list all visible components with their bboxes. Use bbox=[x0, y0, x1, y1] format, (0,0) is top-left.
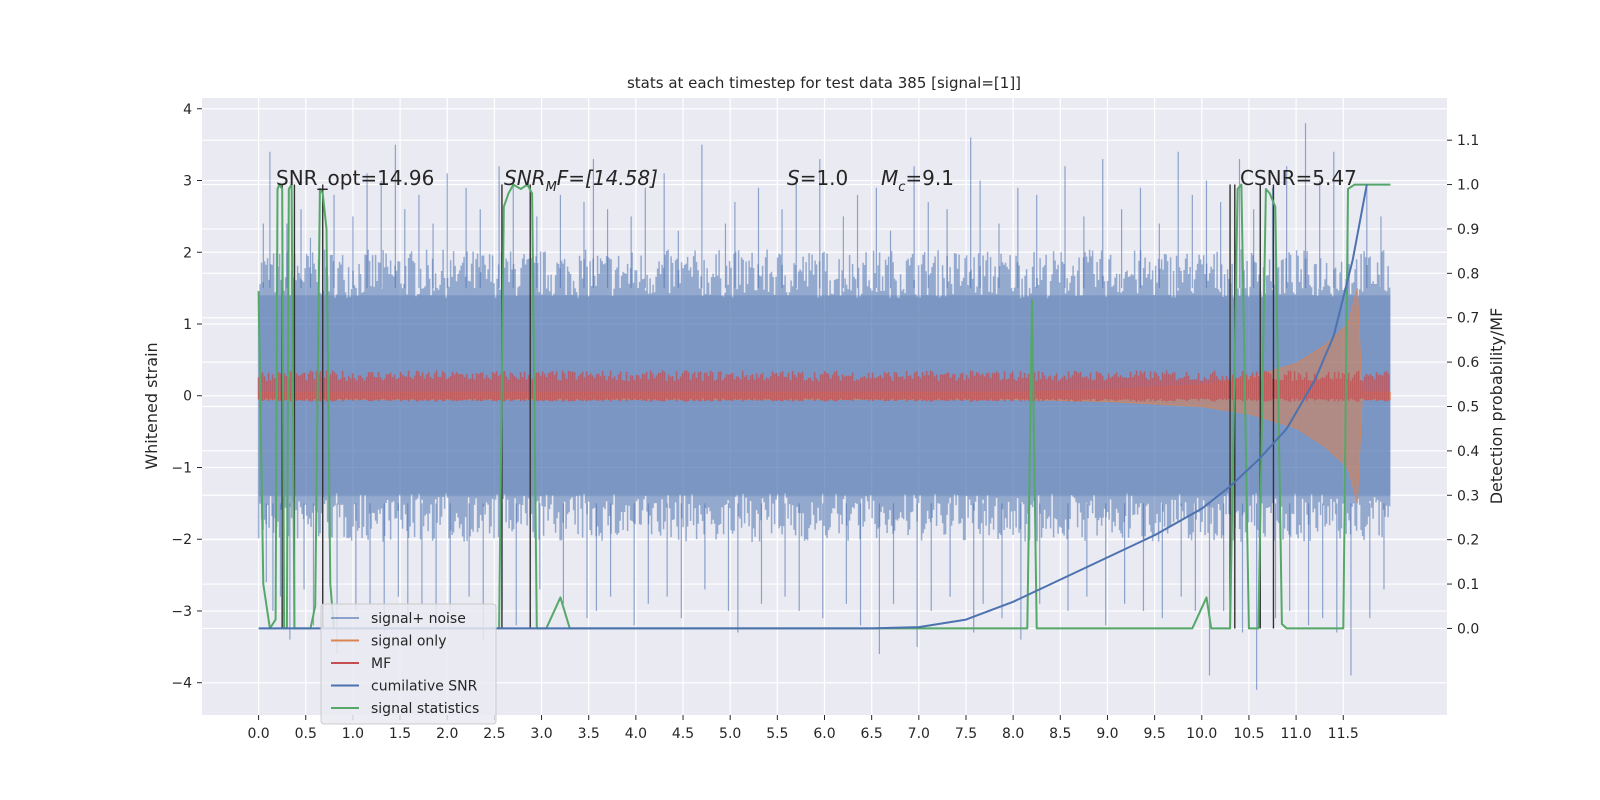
annotation-s-val: =1.0 bbox=[800, 166, 849, 190]
x-tick-label: 0.0 bbox=[247, 726, 269, 742]
x-tick-label: 0.5 bbox=[295, 726, 317, 742]
y-tick-label: −2 bbox=[171, 532, 192, 548]
x-tick-label: 8.0 bbox=[1002, 726, 1024, 742]
annotation-snr-opt: SNR_opt=14.96 bbox=[276, 166, 434, 190]
x-tick-label: 10.5 bbox=[1233, 726, 1264, 742]
y2-tick-label: 0.4 bbox=[1457, 444, 1479, 460]
cumulative-snr-line bbox=[258, 184, 1368, 630]
x-tick-label: 9.5 bbox=[1143, 726, 1165, 742]
y2-tick-label: 0.5 bbox=[1457, 400, 1479, 416]
annotation-csnr: CSNR=5.47 bbox=[1240, 166, 1357, 190]
y2-tick-label: 0.8 bbox=[1457, 266, 1479, 282]
y2-tick-label: 1.0 bbox=[1457, 178, 1479, 194]
y-tick-label: −1 bbox=[171, 460, 192, 476]
annotation-s-name: S bbox=[787, 166, 800, 190]
x-tick-label: 3.0 bbox=[530, 726, 552, 742]
annotation-snr-mf: SNRMF=[14.58] bbox=[504, 166, 658, 195]
legend-box bbox=[320, 603, 497, 725]
legend-label: MF bbox=[371, 656, 391, 672]
x-tick-label: 11.5 bbox=[1328, 726, 1359, 742]
y2-tick-label: 1.1 bbox=[1457, 133, 1479, 149]
x-tick-label: 6.5 bbox=[861, 726, 883, 742]
x-tick-label: 8.5 bbox=[1049, 726, 1071, 742]
y-axis-label: Whitened strain bbox=[142, 342, 161, 469]
annotation-snr-mf-sub: M bbox=[546, 180, 557, 195]
annotation-snr-mf-name: SNR bbox=[504, 166, 546, 190]
y-tick-label: −4 bbox=[171, 676, 192, 692]
y-tick-label: 4 bbox=[183, 102, 192, 118]
y2-tick-label: 0.1 bbox=[1457, 577, 1479, 593]
legend-entries: signal+ noise signal only MF cumilative SNR… bbox=[331, 611, 479, 717]
y-tick-label: 0 bbox=[183, 389, 192, 405]
x-tick-label: 1.5 bbox=[389, 726, 411, 742]
annotation-mc: Mc=9.1 bbox=[881, 166, 954, 195]
y-axis-ticks: 4 3 2 1 0 −1 −2 −3 −4 bbox=[171, 102, 202, 692]
x-tick-label: 2.0 bbox=[436, 726, 458, 742]
annotation-mc-val: =9.1 bbox=[905, 166, 954, 190]
plot-content bbox=[257, 123, 1391, 690]
y2-tick-label: 0.6 bbox=[1457, 355, 1479, 371]
x-tick-label: 2.5 bbox=[483, 726, 505, 742]
mf-band bbox=[257, 370, 1390, 402]
y-tick-label: 2 bbox=[183, 245, 192, 261]
x-tick-label: 9.0 bbox=[1096, 726, 1118, 742]
annotation-s: S=1.0 bbox=[787, 166, 848, 190]
y-tick-label: −3 bbox=[171, 604, 192, 620]
annotation-snr-mf-val: F=[14.58] bbox=[557, 166, 658, 190]
y2-tick-label: 0.2 bbox=[1457, 533, 1479, 549]
legend-label: signal only bbox=[371, 634, 446, 650]
y2-axis-label: Detection probability/MF bbox=[1487, 308, 1506, 505]
x-tick-label: 5.0 bbox=[719, 726, 741, 742]
y-tick-label: 3 bbox=[183, 174, 192, 190]
y2-tick-label: 0.7 bbox=[1457, 311, 1479, 327]
x-tick-label: 11.0 bbox=[1281, 726, 1312, 742]
y2-tick-label: 0.0 bbox=[1457, 621, 1479, 637]
x-tick-label: 3.5 bbox=[578, 726, 600, 742]
y2-tick-label: 0.9 bbox=[1457, 222, 1479, 238]
chart-title: stats at each timestep for test data 385… bbox=[627, 74, 1021, 92]
legend: signal+ noise signal only MF cumilative SNR… bbox=[320, 603, 497, 725]
y2-tick-label: 0.3 bbox=[1457, 488, 1479, 504]
x-tick-label: 4.5 bbox=[672, 726, 694, 742]
x-tick-label: 7.0 bbox=[908, 726, 930, 742]
x-axis-ticks: 0.0 0.5 1.0 1.5 2.0 2.5 3.0 3.5 4.0 4.5 5.0 5.5 6.0 6… bbox=[247, 715, 1359, 742]
x-tick-label: 7.5 bbox=[955, 726, 977, 742]
legend-label: cumilative SNR bbox=[371, 679, 478, 695]
y-tick-label: 1 bbox=[183, 317, 192, 333]
y2-axis-ticks: 1.1 1.0 0.9 0.8 0.7 0.6 0.5 0.4 0.3 0.2 0.1 0.0 bbox=[1447, 133, 1479, 637]
legend-label: signal statistics bbox=[371, 701, 479, 717]
x-tick-label: 1.0 bbox=[342, 726, 364, 742]
annotation-mc-sub: c bbox=[898, 180, 905, 195]
x-tick-label: 10.0 bbox=[1186, 726, 1217, 742]
legend-label: signal+ noise bbox=[371, 611, 466, 627]
x-tick-label: 6.0 bbox=[813, 726, 835, 742]
x-tick-label: 5.5 bbox=[766, 726, 788, 742]
annotation-mc-name: M bbox=[881, 166, 898, 190]
x-tick-label: 4.0 bbox=[625, 726, 647, 742]
